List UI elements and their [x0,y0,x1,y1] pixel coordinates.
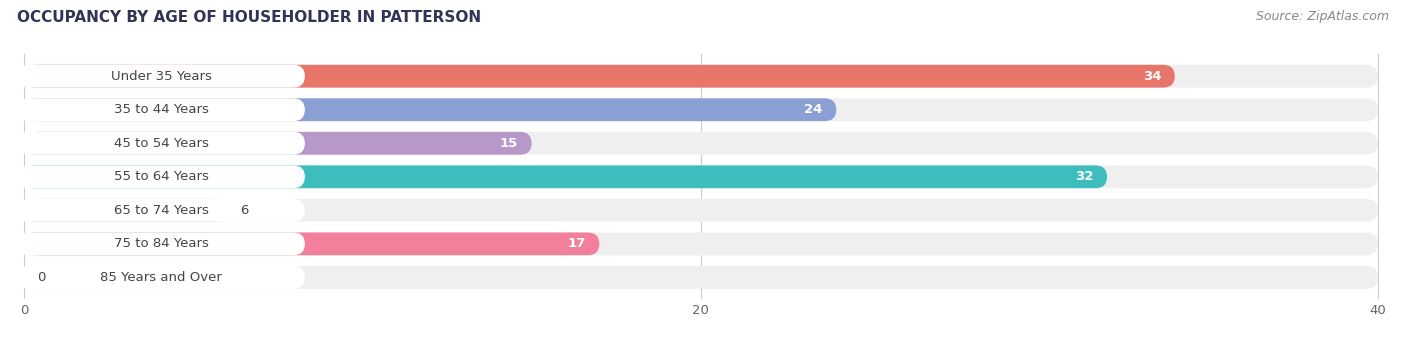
Text: 6: 6 [240,204,249,217]
Text: 65 to 74 Years: 65 to 74 Years [114,204,208,217]
FancyBboxPatch shape [24,266,1378,289]
FancyBboxPatch shape [24,132,531,155]
Text: 55 to 64 Years: 55 to 64 Years [114,170,208,183]
Text: 34: 34 [1143,70,1161,83]
Text: 75 to 84 Years: 75 to 84 Years [114,237,208,250]
Text: 17: 17 [568,237,586,250]
FancyBboxPatch shape [17,65,305,88]
Text: 0: 0 [38,271,46,284]
Text: 24: 24 [804,103,823,116]
Text: 35 to 44 Years: 35 to 44 Years [114,103,208,116]
FancyBboxPatch shape [24,165,1107,188]
FancyBboxPatch shape [17,132,305,155]
Text: OCCUPANCY BY AGE OF HOUSEHOLDER IN PATTERSON: OCCUPANCY BY AGE OF HOUSEHOLDER IN PATTE… [17,10,481,25]
FancyBboxPatch shape [24,233,599,255]
FancyBboxPatch shape [24,98,837,121]
FancyBboxPatch shape [17,165,305,188]
FancyBboxPatch shape [24,199,1378,222]
Text: 32: 32 [1076,170,1094,183]
FancyBboxPatch shape [24,165,1378,188]
FancyBboxPatch shape [17,199,305,222]
FancyBboxPatch shape [24,65,1175,88]
Text: 45 to 54 Years: 45 to 54 Years [114,137,208,150]
FancyBboxPatch shape [24,233,1378,255]
Text: Source: ZipAtlas.com: Source: ZipAtlas.com [1256,10,1389,23]
FancyBboxPatch shape [24,98,1378,121]
Text: 85 Years and Over: 85 Years and Over [100,271,222,284]
FancyBboxPatch shape [17,266,305,289]
FancyBboxPatch shape [17,233,305,255]
FancyBboxPatch shape [24,199,226,222]
Text: 15: 15 [501,137,519,150]
FancyBboxPatch shape [17,98,305,121]
FancyBboxPatch shape [24,65,1378,88]
Text: Under 35 Years: Under 35 Years [111,70,211,83]
FancyBboxPatch shape [24,132,1378,155]
